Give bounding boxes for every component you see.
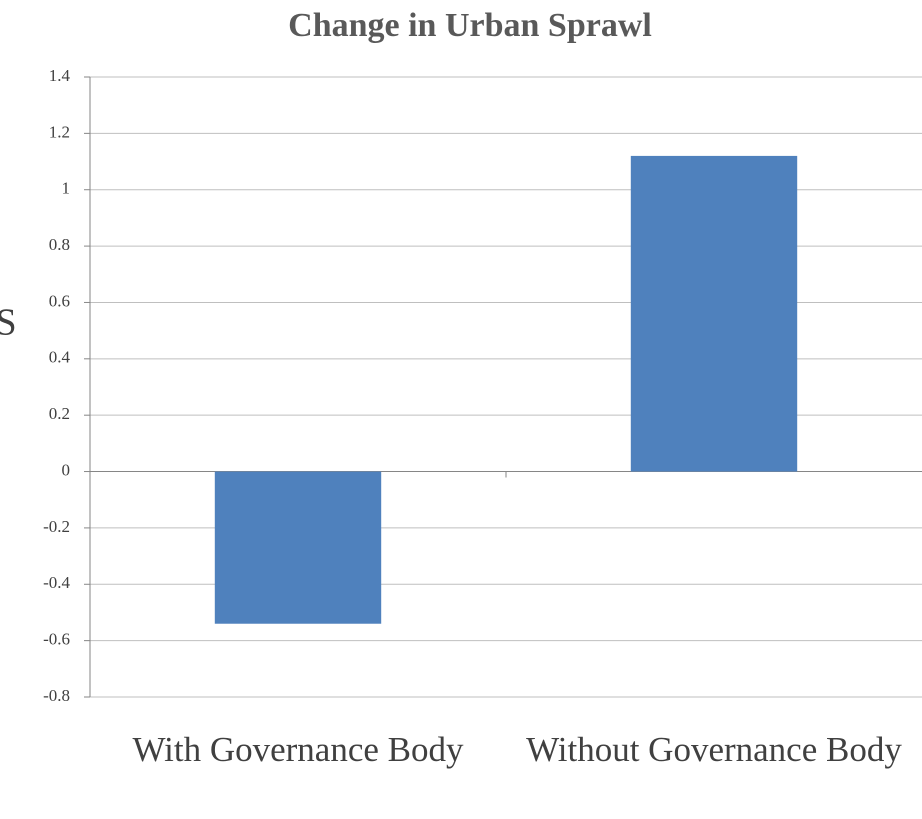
y-axis-label: S bbox=[0, 302, 17, 344]
y-tick-label: -0.4 bbox=[43, 573, 70, 592]
y-tick-label: -0.8 bbox=[43, 686, 70, 705]
bar bbox=[630, 155, 798, 472]
chart-title: Change in Urban Sprawl bbox=[288, 7, 652, 44]
y-tick-label: 0.4 bbox=[49, 348, 71, 367]
y-tick-label: 1.4 bbox=[49, 66, 71, 85]
x-tick-label: With Governance Body bbox=[132, 730, 464, 769]
y-tick-label: 0.6 bbox=[49, 291, 70, 310]
y-tick-label: 1.2 bbox=[49, 122, 70, 141]
bar bbox=[214, 471, 382, 624]
y-tick-label: 0 bbox=[62, 460, 71, 479]
y-tick-label: 1 bbox=[62, 179, 71, 198]
y-tick-label: 0.2 bbox=[49, 404, 70, 423]
y-tick-label: 0.8 bbox=[49, 235, 70, 254]
y-tick-label: -0.2 bbox=[43, 517, 70, 536]
y-tick-label: -0.6 bbox=[43, 630, 70, 649]
x-tick-label: Without Governance Body bbox=[526, 730, 902, 769]
